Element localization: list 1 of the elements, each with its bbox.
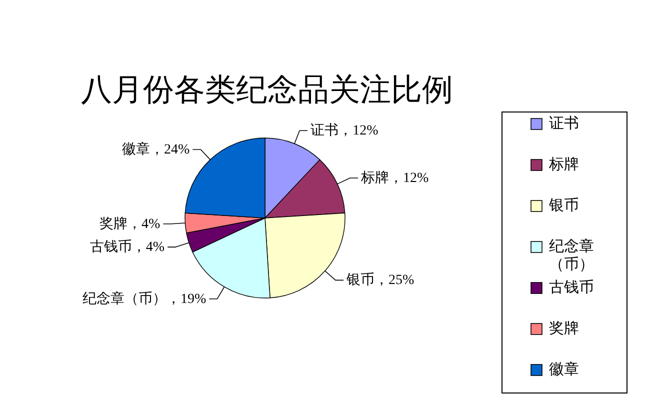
title: 八月份各类纪念品关注比例	[81, 72, 453, 106]
